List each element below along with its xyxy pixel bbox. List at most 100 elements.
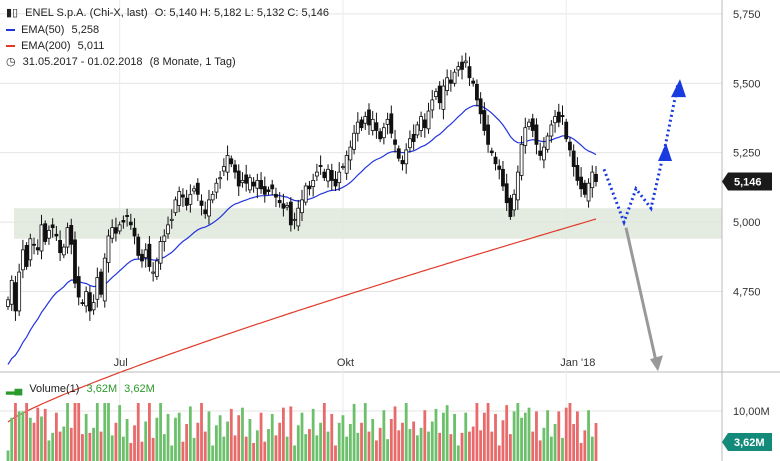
- candle-body: [560, 115, 565, 117]
- candle-body: [467, 66, 472, 79]
- candle-body: [504, 183, 509, 204]
- candle-body: [9, 279, 14, 305]
- candle-body: [590, 171, 595, 189]
- candle-body: [378, 131, 383, 140]
- candle-body: [247, 177, 252, 191]
- volume-bar: [315, 435, 319, 461]
- volume-bar: [509, 434, 512, 461]
- volume-bar: [546, 410, 550, 461]
- volume-bar: [378, 427, 382, 461]
- candle-body: [456, 66, 461, 71]
- candle-body: [292, 218, 297, 221]
- candle-body: [579, 176, 584, 190]
- candle-body: [381, 127, 386, 139]
- volume-bar: [270, 413, 274, 461]
- candle-body: [367, 109, 371, 126]
- volume-bar: [200, 403, 203, 461]
- candle-body: [415, 124, 420, 136]
- candle-body: [475, 83, 479, 101]
- candle-body: [229, 158, 234, 165]
- volume-bar: [114, 422, 118, 461]
- last-price-label: 5,146: [734, 177, 762, 189]
- volume-bar: [352, 403, 356, 461]
- volume-bar: [401, 422, 404, 461]
- volume-label: Volume(1): [29, 383, 80, 395]
- volume-bar: [259, 412, 263, 461]
- volume-bar: [54, 412, 58, 461]
- volume-bar: [430, 421, 434, 461]
- volume-bar: [445, 405, 449, 461]
- volume-bar: [561, 437, 564, 461]
- volume-bar: [196, 422, 200, 461]
- ema200-swatch: [6, 45, 15, 48]
- candle-body: [385, 118, 390, 125]
- period-range: 31.05.2017 - 01.02.2018: [22, 56, 143, 68]
- candle-body: [460, 61, 464, 70]
- volume-bar: [88, 432, 92, 461]
- y-tick-label: 5,500: [733, 78, 761, 90]
- volume-bar: [326, 431, 330, 461]
- volume-bar: [412, 421, 416, 461]
- candle-body: [147, 243, 152, 267]
- chart-title: ENEL S.p.A. (Chi-X, last): [25, 7, 148, 19]
- candle-body: [91, 302, 96, 311]
- volume-value-1: 3,62M: [86, 383, 118, 395]
- last-price-badge: [722, 172, 772, 191]
- volume-bar: [501, 420, 505, 461]
- volume-bar: [25, 403, 29, 461]
- candle-body: [259, 180, 263, 190]
- candle-body: [270, 184, 275, 190]
- volume-bar: [438, 432, 442, 461]
- candle-body: [210, 193, 215, 201]
- volume-bar: [587, 410, 590, 461]
- volume-bar: [263, 441, 267, 461]
- candle-body: [266, 189, 271, 192]
- volume-bar: [36, 407, 40, 461]
- candle-body: [106, 235, 111, 264]
- price-axis: 4,750 5,000 5,250 5,500 5,750 5,146: [721, 0, 772, 461]
- candle-body: [80, 302, 85, 304]
- candle-body: [508, 197, 513, 217]
- candle-body: [84, 291, 89, 307]
- ema200-value: 5,011: [77, 40, 105, 52]
- y-tick-label: 5,000: [733, 217, 761, 229]
- candle-body: [322, 171, 327, 179]
- candle-body: [430, 99, 435, 111]
- volume-value-2: 3,62M: [124, 383, 155, 395]
- candle-body: [54, 233, 59, 237]
- candle-body: [530, 118, 535, 131]
- candle-body: [87, 292, 92, 312]
- candle-body: [240, 180, 245, 184]
- volume-bar: [188, 406, 192, 461]
- volume-bar: [594, 423, 598, 461]
- candle-body: [564, 121, 569, 140]
- volume-bar: [542, 427, 546, 461]
- candle-body: [553, 116, 557, 124]
- candle-body: [277, 200, 282, 204]
- candle-body: [143, 249, 148, 259]
- volume-bar: [69, 427, 73, 461]
- volume-bar: [218, 415, 222, 461]
- volume-bar: [449, 434, 453, 461]
- candle-body: [69, 225, 74, 245]
- volume-bar: [527, 407, 531, 461]
- candle-body: [288, 201, 293, 226]
- volume-bar: [121, 436, 125, 461]
- volume-bar: [285, 436, 289, 461]
- volume-bar: [490, 431, 494, 461]
- volume-bar: [237, 415, 241, 461]
- volume-bar: [397, 430, 401, 461]
- candle-body: [534, 124, 539, 145]
- candle-body: [173, 199, 178, 214]
- candle-body: [489, 150, 494, 154]
- candle-body: [102, 257, 107, 302]
- candle-body: [50, 224, 55, 229]
- ema200-path: [7, 218, 597, 423]
- volume-bar: [181, 441, 185, 461]
- candle-body: [58, 240, 63, 254]
- volume-bar: [110, 435, 114, 461]
- candle-body: [452, 71, 457, 84]
- volume-bar: [155, 417, 159, 461]
- candle-body: [207, 199, 211, 217]
